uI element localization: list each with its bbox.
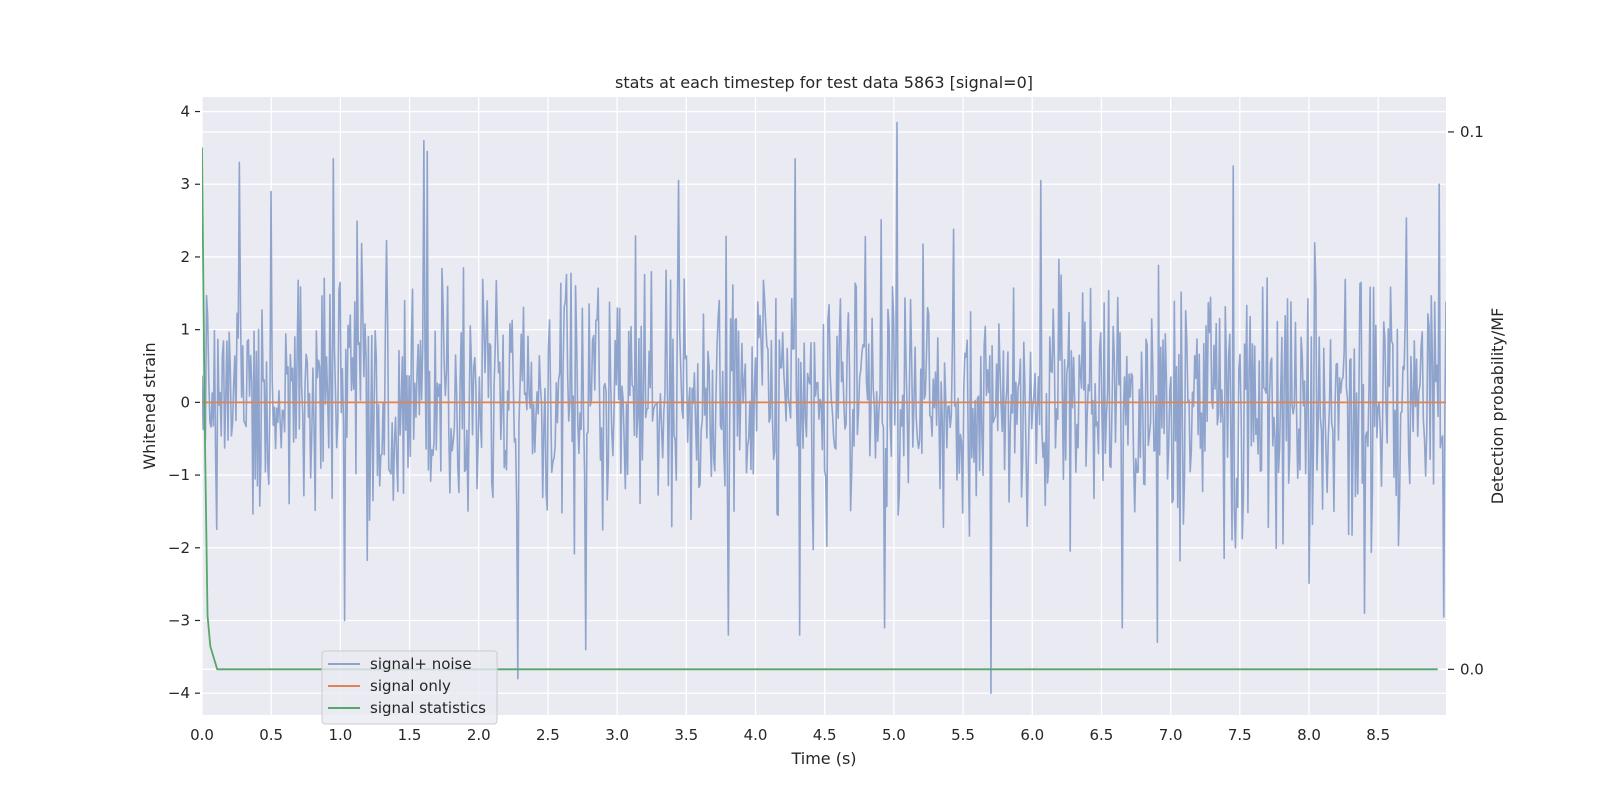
x-tick-label: 6.0 <box>1020 726 1044 744</box>
y-tick-label: −4 <box>168 684 190 702</box>
x-tick-label: 8.5 <box>1366 726 1390 744</box>
y-tick-label: 4 <box>180 103 190 121</box>
x-tick-label: 4.5 <box>813 726 837 744</box>
x-axis-label: Time (s) <box>790 749 856 768</box>
x-tick-label: 3.0 <box>605 726 629 744</box>
x-tick-label: 1.5 <box>398 726 422 744</box>
x-tick-label: 1.0 <box>328 726 352 744</box>
x-tick-label: 3.5 <box>674 726 698 744</box>
x-tick-label: 2.5 <box>536 726 560 744</box>
x-tick-label: 7.5 <box>1228 726 1252 744</box>
y2-tick-label: 0.0 <box>1460 660 1484 678</box>
y-tick-label: −2 <box>168 539 190 557</box>
y2-axis-label: Detection probability/MF <box>1488 308 1507 505</box>
x-tick-label: 2.0 <box>467 726 491 744</box>
legend-label-signal-noise: signal+ noise <box>370 655 472 673</box>
legend: signal+ noise signal only signal statist… <box>322 651 497 724</box>
y-tick-label: −3 <box>168 611 190 629</box>
y-tick-label: 3 <box>180 175 190 193</box>
y-axis-label: Whitened strain <box>140 342 159 469</box>
x-tick-label: 0.0 <box>190 726 214 744</box>
legend-label-signal-only: signal only <box>370 677 451 695</box>
y-tick-label: 1 <box>180 321 190 339</box>
x-tick-label: 5.0 <box>882 726 906 744</box>
x-tick-label: 8.0 <box>1297 726 1321 744</box>
x-tick-label: 5.5 <box>951 726 975 744</box>
y-tick-label: −1 <box>168 466 190 484</box>
legend-label-signal-statistics: signal statistics <box>370 699 486 717</box>
y-tick-label: 2 <box>180 248 190 266</box>
x-tick-label: 4.0 <box>744 726 768 744</box>
x-tick-label: 7.0 <box>1159 726 1183 744</box>
chart-title: stats at each timestep for test data 586… <box>615 73 1033 92</box>
x-tick-label: 6.5 <box>1090 726 1114 744</box>
y2-tick-label: 0.1 <box>1460 123 1484 141</box>
x-tick-label: 0.5 <box>259 726 283 744</box>
y-tick-label: 0 <box>180 393 190 411</box>
